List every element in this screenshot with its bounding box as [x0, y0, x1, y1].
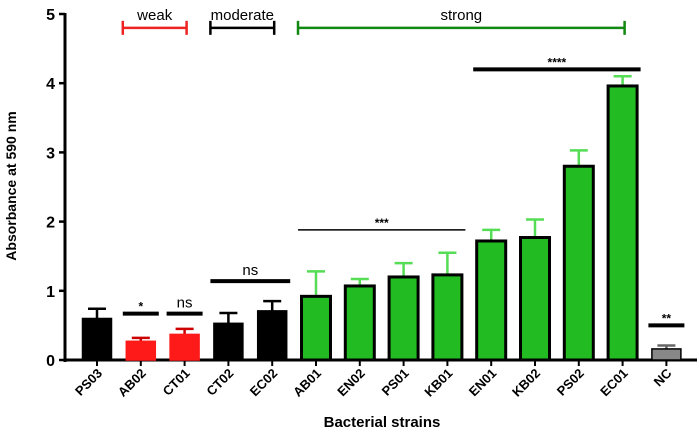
x-tick-label: NC [651, 365, 675, 389]
y-tick-label: 5 [46, 7, 55, 24]
x-tick-label: KB02 [509, 366, 543, 400]
bar-ab01 [300, 294, 332, 362]
bracket-label-strong: strong [440, 7, 482, 24]
bar-ec01 [606, 84, 639, 362]
x-tick-label: EC01 [597, 366, 631, 400]
x-tick-label: KB01 [421, 366, 455, 400]
significance-label: * [138, 300, 143, 314]
bar-kb02 [519, 236, 551, 362]
bars [81, 75, 682, 362]
x-tick-label: EC02 [247, 366, 281, 400]
y-tick-label: 1 [46, 284, 55, 301]
bar-ps01 [387, 275, 420, 362]
y-tick-label: 2 [46, 215, 55, 232]
y-tick-label: 4 [46, 76, 55, 93]
x-tick-label: AB01 [290, 366, 324, 400]
x-axis-label: Bacterial strains [324, 414, 441, 431]
x-tick-label: PS01 [379, 366, 412, 399]
bar-ps02 [562, 164, 595, 362]
significance-label: ** [662, 311, 672, 325]
bar-ct01 [169, 333, 200, 361]
x-tick-label: EN01 [466, 366, 500, 400]
bar-ct02 [213, 322, 244, 361]
x-tick-label: PS03 [72, 366, 105, 399]
x-tick-label: CT02 [203, 366, 236, 399]
x-tick-label: EN02 [334, 366, 368, 400]
x-tick-label: CT01 [160, 366, 193, 399]
x-tick-label: PS02 [554, 366, 587, 399]
bar-ps03 [81, 317, 113, 361]
bracket-label-moderate: moderate [211, 7, 274, 24]
x-tick-label: AB02 [115, 366, 149, 400]
significance-label: ns [177, 295, 193, 312]
y-axis-label: Absorbance at 590 nm [3, 111, 19, 260]
bar-ab02 [125, 340, 157, 361]
y-tick-label: 3 [46, 145, 55, 162]
bar-kb01 [431, 273, 464, 362]
bar-nc [651, 348, 682, 361]
bar-en01 [475, 239, 508, 362]
significance-label: *** [375, 216, 389, 230]
bar-en02 [343, 284, 376, 362]
bar-ec02 [256, 310, 288, 361]
y-tick-label: 0 [46, 353, 55, 370]
significance-label: **** [548, 55, 567, 69]
significance-label: ns [242, 262, 258, 279]
bracket-label-weak: weak [136, 7, 173, 24]
